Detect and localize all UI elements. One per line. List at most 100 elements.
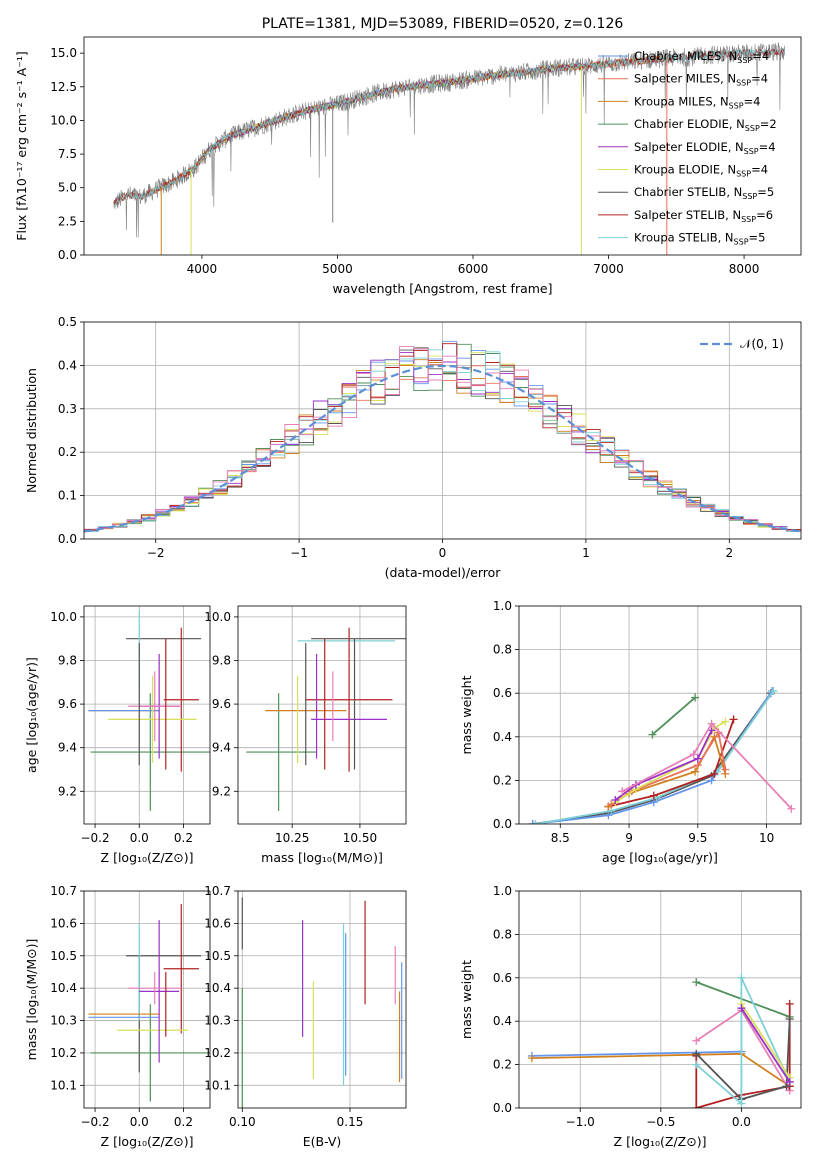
x-tick-label: 9.5 (688, 831, 707, 845)
legend-sub: SSP (742, 192, 757, 201)
error-bar (305, 627, 393, 772)
x-axis-label: Z [log₁₀(Z/Z⊙)] (101, 1134, 194, 1149)
x-tick-label: −0.5 (646, 1115, 675, 1129)
x-tick-label: 0.15 (337, 1115, 364, 1129)
y-tick-label: 10.0 (50, 113, 77, 127)
legend-value: =5 (749, 231, 766, 245)
weight-line-kroupa_stelib (535, 690, 775, 824)
weight-marker (737, 1099, 746, 1108)
histogram-chabrier_elodie (84, 343, 801, 532)
plot-area (238, 891, 406, 1108)
axes-spectrum: 4000 5000 6000 7000 8000 0.0 2.5 5.0 7.5 10.0 12.5… (14, 16, 802, 296)
y-tick-label: 7.5 (58, 147, 77, 161)
legend-label: Chabrier STELIB, N (634, 185, 742, 199)
legend-label: Salpeter ELODIE, N (634, 140, 744, 154)
error-bar (163, 627, 199, 772)
y-tick-label: 1.0 (493, 884, 512, 898)
legend-value: =4 (752, 49, 769, 63)
weight-marker (737, 1004, 746, 1013)
x-tick-label: 10 (759, 831, 774, 845)
weight-marker (707, 776, 716, 785)
y-tick-label: 10.7 (50, 884, 77, 898)
weight-line-kroupa_stelib (695, 977, 791, 1106)
legend-value: =4 (751, 163, 768, 177)
x-axis-label: age [log₁₀(age/yr)] (602, 850, 718, 865)
model-spectrum-salpeter_elodie (188, 62, 582, 173)
x-axis-label: Z [log₁₀(Z/Z⊙)] (101, 850, 194, 865)
error-bar (128, 671, 182, 742)
weight-marker (692, 1060, 701, 1069)
legend-label: Kroupa MILES, N (634, 94, 729, 108)
legend-label: Chabrier MILES, N (634, 49, 737, 63)
legend-entry: Chabrier MILES, NSSP=4 (634, 49, 769, 65)
y-tick-label: 0.3 (58, 402, 77, 416)
axes-frame (237, 605, 407, 825)
y-tick-label: 10.5 (50, 949, 77, 963)
weight-line-kroupa_elodie (740, 1003, 791, 1079)
weight-marker (787, 804, 796, 813)
weight-marker (618, 787, 627, 796)
weight-line-chabrier_elodie (695, 981, 791, 1018)
weight-marker (649, 791, 658, 800)
y-tick-label: 10.6 (50, 916, 77, 930)
legend-sub: SSP (734, 238, 749, 247)
x-tick-label: 10.25 (275, 831, 309, 845)
weight-line-chabrier_miles (531, 1050, 742, 1057)
y-tick-label: 10.1 (204, 1078, 231, 1092)
y-axis-label: age [log₁₀(age/yr)] (24, 657, 39, 773)
x-axis-label: mass [log₁₀(M/M⊙)] (261, 850, 383, 865)
model-spectrum-kroupa_stelib (113, 48, 786, 208)
error-bar (139, 920, 180, 1063)
weight-line-pink (621, 722, 793, 810)
weight-marker (769, 687, 778, 696)
y-tick-label: 0.1 (58, 489, 77, 503)
y-tick-label: 0.8 (493, 643, 512, 657)
y-tick-label: 10.6 (204, 916, 231, 930)
legend-sub: SSP (736, 79, 751, 88)
y-tick-label: 9.8 (58, 654, 77, 668)
y-tick-label: 0.2 (58, 445, 77, 459)
x-axis-label: wavelength [Angstrom, rest frame] (332, 281, 552, 296)
weight-marker (604, 811, 613, 820)
x-tick-label: 4000 (187, 262, 218, 276)
y-tick-label: 0.0 (493, 1101, 512, 1115)
axes-frame (518, 605, 802, 825)
y-tick-label: 10.7 (204, 884, 231, 898)
weight-line-salpeter_elodie (614, 729, 713, 801)
legend-value: =6 (756, 208, 773, 222)
x-tick-label: 0.2 (174, 831, 193, 845)
model-spectrum-chabrier_elodie (188, 62, 582, 174)
legend-sub: SSP (737, 56, 752, 65)
x-tick-label: 0.2 (174, 1115, 193, 1129)
error-bar (128, 971, 182, 1005)
y-tick-label: 10.2 (204, 1046, 231, 1060)
axes-z-weight: −1.0 −0.5 0.0 0.0 0.2 0.4 0.6 0.8 1.0 Z [log₁₀(Z/… (459, 884, 802, 1149)
weight-marker (607, 800, 616, 809)
axes-mass-age: 10.25 10.50 9.2 9.4 9.6 9.8 10.0 mass [log₁₀(M/… (204, 605, 407, 865)
plot-area (519, 606, 801, 824)
x-tick-label: −1 (290, 546, 308, 560)
weight-marker (692, 1049, 701, 1058)
y-tick-label: 0.2 (493, 773, 512, 787)
plot-area (84, 322, 801, 539)
weight-marker (528, 820, 537, 824)
axes-frame (83, 36, 802, 256)
y-tick-label: 0.0 (493, 817, 512, 831)
legend-entry: Kroupa MILES, NSSP=4 (634, 94, 760, 110)
plot-area (84, 606, 210, 824)
x-tick-label: −0.2 (80, 1115, 109, 1129)
legend-entry: Salpeter ELODIE, NSSP=4 (634, 140, 776, 156)
weight-line-chabrier_stelib (532, 692, 772, 824)
legend-sub: SSP (744, 147, 759, 156)
y-axis-label: mass [log₁₀(M/M⊙)] (24, 939, 39, 1061)
y-tick-label: 0.8 (493, 927, 512, 941)
x-tick-label: 9 (625, 831, 633, 845)
x-tick-label: 8.5 (551, 831, 570, 845)
weight-line-chabrier_stelib (695, 1018, 791, 1101)
model-spectrum-chabrier_miles (113, 54, 664, 206)
y-tick-label: 5.0 (58, 181, 77, 195)
weight-marker (692, 978, 701, 987)
legend-value: =4 (744, 94, 761, 108)
axes-z-age: −0.2 0.0 0.2 9.2 9.4 9.6 9.8 10.0 Z [log₁₀(Z/Z⊙)… (24, 605, 211, 865)
